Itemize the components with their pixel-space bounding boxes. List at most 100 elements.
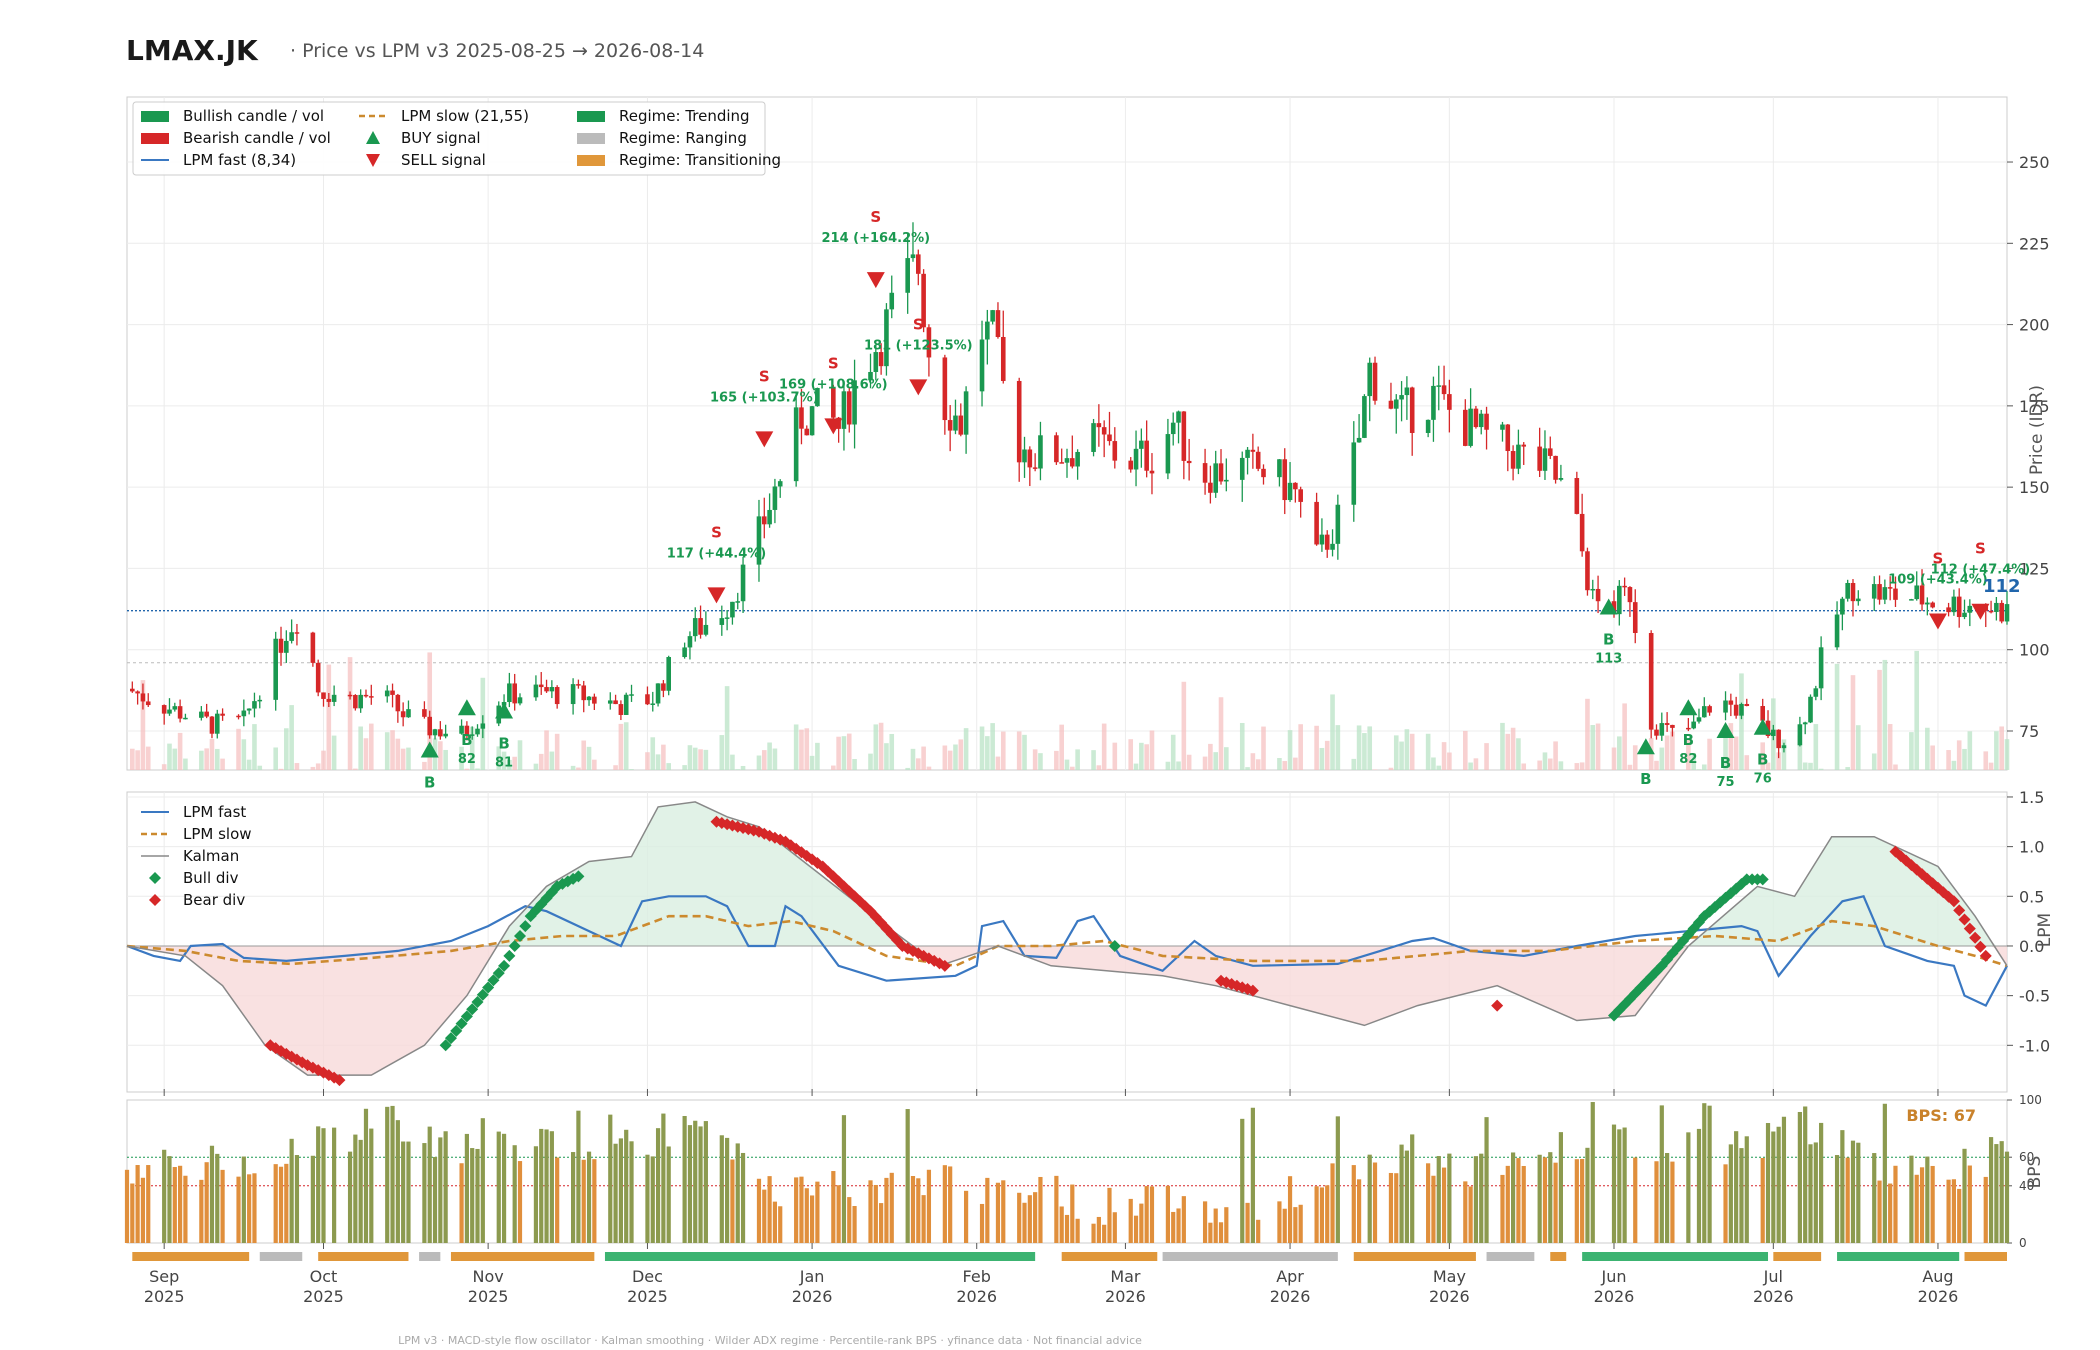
- bps-bar: [687, 1125, 693, 1243]
- volume-bar: [1239, 722, 1245, 770]
- bps-bar: [401, 1141, 406, 1243]
- candle-body: [1760, 706, 1766, 721]
- volume-bar: [554, 733, 560, 770]
- candle-body: [422, 709, 427, 717]
- bps-bar: [1298, 1204, 1303, 1243]
- x-tick-year: 2026: [1918, 1287, 1959, 1306]
- bps-bar: [316, 1126, 321, 1243]
- volume-bar: [326, 664, 332, 770]
- x-tick-month: Feb: [963, 1267, 991, 1286]
- candle-body: [1250, 449, 1256, 452]
- bull-div-marker: [572, 870, 585, 883]
- x-tick-year: 2026: [1753, 1287, 1794, 1306]
- bps-bar: [310, 1155, 315, 1243]
- volume-bar: [1834, 663, 1840, 770]
- candle-body: [761, 516, 767, 525]
- bps-bar: [1930, 1165, 1935, 1243]
- candle-body: [1425, 419, 1431, 433]
- volume-bar: [692, 747, 698, 770]
- volume-bar: [1585, 698, 1590, 770]
- bps-bar: [804, 1188, 809, 1243]
- candle-body: [246, 708, 252, 711]
- candle-body: [1208, 482, 1213, 493]
- bps-bar: [1734, 1131, 1739, 1243]
- candle-body: [1622, 585, 1627, 588]
- candle-body: [538, 684, 544, 688]
- bps-bar: [1033, 1192, 1038, 1243]
- bps-bar: [1165, 1185, 1171, 1243]
- candle-body: [963, 391, 969, 435]
- candle-body: [1845, 582, 1850, 599]
- volume-bar: [1202, 756, 1208, 770]
- volume-bar: [942, 745, 948, 770]
- lpm-legend-label: Bull div: [183, 869, 239, 887]
- candle-body: [1441, 385, 1447, 395]
- bps-bar: [438, 1137, 443, 1243]
- x-tick-month: Jun: [1601, 1267, 1627, 1286]
- volume-bar: [2004, 739, 2010, 770]
- candle-body: [953, 415, 958, 431]
- bps-bar: [539, 1128, 544, 1243]
- candle-body: [284, 640, 289, 653]
- bps-bar: [501, 1133, 507, 1243]
- x-tick-month: Nov: [473, 1267, 504, 1286]
- bull-div-marker: [508, 939, 521, 952]
- candle-body: [1537, 446, 1542, 471]
- bps-bar: [1027, 1195, 1032, 1243]
- candle-body: [427, 716, 433, 736]
- candle-body: [1319, 534, 1325, 545]
- candle-body: [1176, 411, 1181, 423]
- volume-bar: [1500, 722, 1505, 770]
- candle-body: [1059, 462, 1064, 464]
- volume-bar: [1356, 725, 1362, 770]
- volume-bar: [130, 748, 135, 770]
- candle-body: [1723, 700, 1728, 713]
- bps-bar: [294, 1155, 300, 1243]
- candle-body: [1627, 587, 1633, 603]
- volume-bar: [145, 746, 151, 770]
- bps-bar: [496, 1131, 501, 1243]
- lpm-tick-label: 1.0: [2019, 838, 2044, 857]
- bps-bar: [1537, 1154, 1542, 1243]
- volume-bar: [1983, 751, 1989, 770]
- x-tick-year: 2026: [956, 1287, 997, 1306]
- candle-body: [199, 711, 204, 718]
- candle-body: [1478, 413, 1484, 428]
- bull-div-marker: [476, 988, 489, 1001]
- x-tick-year: 2025: [468, 1287, 509, 1306]
- bps-bar: [395, 1120, 400, 1243]
- volume-bar: [1165, 761, 1171, 770]
- gray-rect-icon: [577, 133, 605, 144]
- volume-bar: [475, 768, 480, 770]
- volume-bar: [1622, 703, 1627, 770]
- volume-bar: [623, 722, 629, 770]
- sell-signal-label: S: [1975, 540, 1986, 558]
- bps-bar: [1872, 1153, 1877, 1243]
- candle-body: [1372, 362, 1378, 401]
- bps-bar: [1611, 1124, 1617, 1243]
- price-tick-label: 75: [2019, 722, 2039, 741]
- volume-bar: [1096, 765, 1102, 770]
- bps-bar: [512, 1145, 517, 1243]
- candle-body: [592, 696, 597, 704]
- bps-bar: [183, 1175, 188, 1243]
- bps-bar: [1771, 1131, 1776, 1243]
- volume-bar: [1133, 763, 1139, 770]
- sell-signal-pnl: 169 (+108.6%): [779, 377, 888, 392]
- candle-body: [910, 254, 916, 259]
- sell-signal-label: S: [870, 208, 881, 226]
- volume-bar: [1887, 724, 1893, 770]
- volume-bar: [661, 744, 666, 770]
- volume-bar: [761, 750, 767, 770]
- candle-body: [1128, 460, 1134, 470]
- volume-bar: [406, 747, 411, 770]
- bps-panel: 0 40 60 100: [124, 1093, 2042, 1250]
- volume-bar: [1781, 739, 1787, 770]
- sell-signal-label: S: [913, 315, 924, 333]
- candle-body: [1351, 442, 1357, 505]
- candle-body: [1611, 601, 1617, 615]
- volume-bar: [905, 767, 910, 770]
- volume-bar: [1994, 731, 1999, 770]
- candle-body: [1388, 400, 1394, 409]
